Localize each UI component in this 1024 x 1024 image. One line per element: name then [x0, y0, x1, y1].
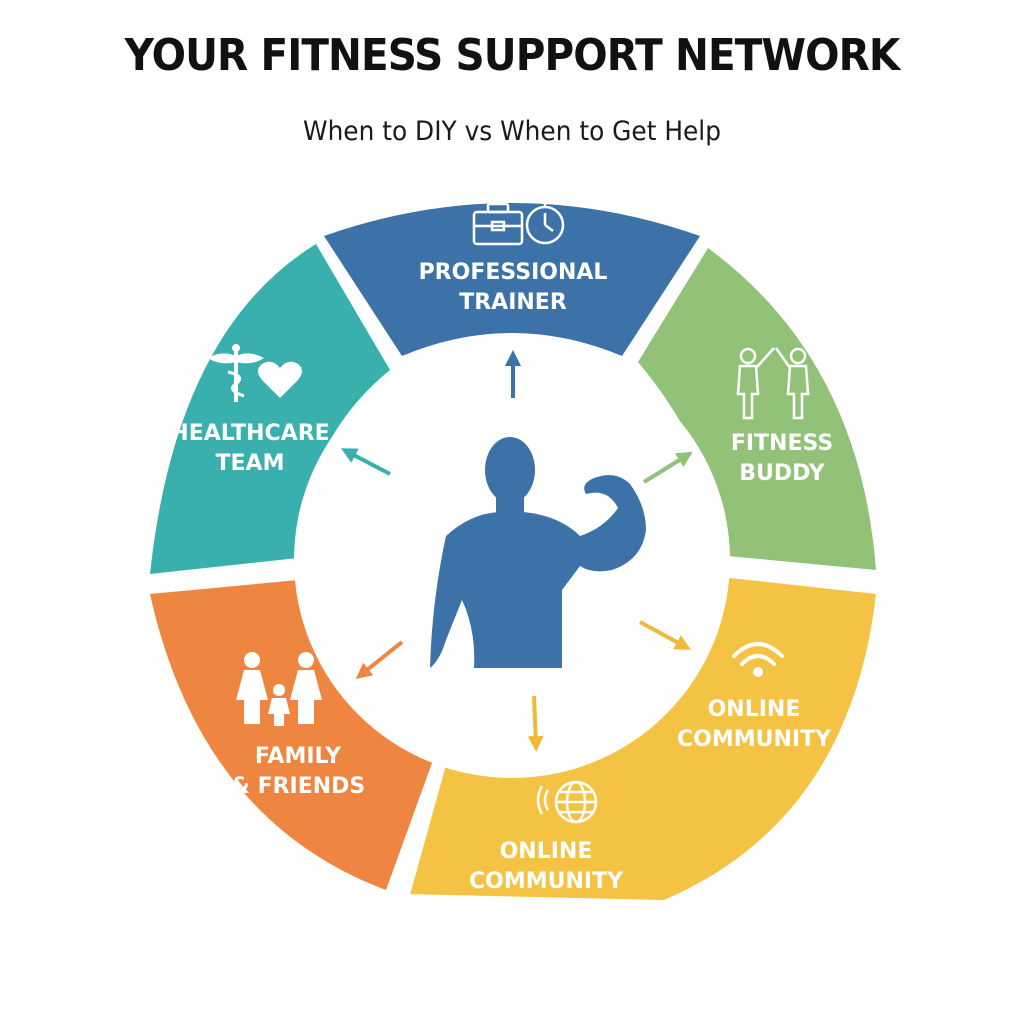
label-family-line2: & FRIENDS: [231, 774, 366, 799]
high-five-icon: [736, 347, 810, 420]
segment-family-friends: [150, 580, 436, 890]
label-online-right-line1: ONLINE: [708, 697, 801, 722]
label-online-right-line2: COMMUNITY: [677, 727, 832, 752]
arrow-to-family: [355, 640, 404, 679]
segment-professional-trainer: [324, 203, 700, 356]
segment-healthcare-team: [150, 244, 390, 574]
label-buddy-line1: FITNESS: [731, 431, 833, 456]
flexing-person-icon: [430, 437, 646, 668]
segment-fitness-buddy: [638, 248, 876, 570]
globe-icon: [536, 780, 598, 824]
stopwatch-icon: [525, 199, 565, 245]
segment-dividers: [398, 748, 450, 896]
segment-online-community-right: [404, 578, 876, 900]
label-trainer-line1: PROFESSIONAL: [419, 260, 608, 285]
page-subtitle: When to DIY vs When to Get Help: [303, 116, 721, 147]
label-family-line1: FAMILY: [255, 744, 342, 769]
wifi-icon: [732, 642, 784, 677]
label-buddy-line2: BUDDY: [739, 461, 826, 486]
arrow-to-online-right: [639, 620, 692, 650]
label-online-bottom-line1: ONLINE: [500, 839, 593, 864]
family-icon: [236, 652, 322, 726]
arrow-to-healthcare: [340, 448, 391, 476]
heart-icon: [258, 361, 302, 398]
briefcase-icon: [472, 202, 524, 246]
page-title: YOUR FITNESS SUPPORT NETWORK: [124, 30, 901, 81]
label-healthcare-line1: HEALTHCARE: [170, 421, 329, 446]
label-online-bottom-line2: COMMUNITY: [469, 869, 624, 894]
label-healthcare-line2: TEAM: [216, 451, 285, 476]
arrow-to-online-bottom: [527, 695, 544, 752]
caduceus-icon: [208, 344, 264, 402]
label-trainer-line2: TRAINER: [459, 290, 567, 315]
arrow-to-buddy: [642, 451, 693, 484]
